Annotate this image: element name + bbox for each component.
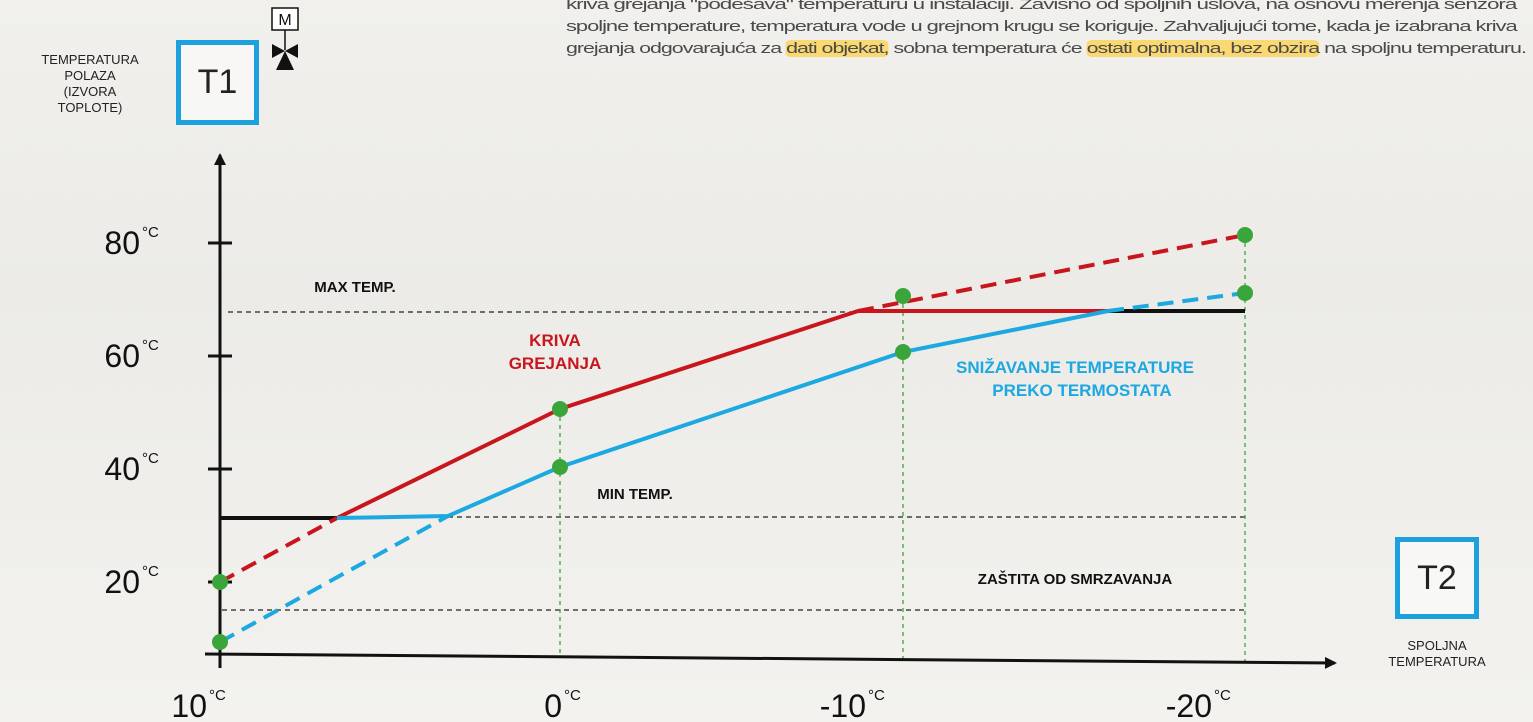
x-unit: °C bbox=[1214, 687, 1231, 704]
y-unit: °C bbox=[142, 337, 159, 354]
highlight: ostati optimalna, bez obzira bbox=[1087, 40, 1320, 57]
caption-line: TEMPERATURA bbox=[15, 52, 165, 68]
y-label: 40 bbox=[104, 451, 140, 487]
y-number: 80 bbox=[104, 225, 140, 261]
caption-line: SPOLJNA bbox=[1362, 638, 1512, 654]
description: kriva grejanja "podešava" temperaturu u … bbox=[566, 0, 1239, 60]
t2-box: T2 bbox=[1395, 537, 1479, 619]
reduced-dashed bbox=[1108, 293, 1245, 311]
x-axis bbox=[205, 654, 1335, 663]
max-label: MAX TEMP. bbox=[314, 279, 395, 296]
x-number: 10 bbox=[171, 688, 207, 722]
text: grejanja odgovarajuća za bbox=[566, 40, 786, 57]
x-unit: °C bbox=[564, 687, 581, 704]
y-label: 80 bbox=[104, 225, 140, 261]
caption-line: TEMPERATURA bbox=[1362, 654, 1512, 670]
reduced-dashed bbox=[220, 516, 448, 642]
x-unit: °C bbox=[209, 687, 226, 704]
y-number: 60 bbox=[104, 338, 140, 374]
reduced-curve bbox=[337, 311, 1108, 518]
t2-label: T2 bbox=[1417, 559, 1457, 598]
paragraph-line: grejanja odgovarajuća za dati objekat, s… bbox=[566, 38, 1526, 60]
y-labels: 80°C60°C40°C20°C bbox=[104, 224, 159, 600]
curve-label: KRIVA bbox=[529, 331, 581, 350]
y-number: 40 bbox=[104, 451, 140, 487]
caption-line: POLAZA bbox=[15, 68, 165, 84]
x-number: -10 bbox=[820, 688, 866, 722]
caption-line: TOPLOTE) bbox=[15, 100, 165, 116]
paragraph-line: spoljne temperature, temperatura vode u … bbox=[566, 16, 1533, 38]
thermostat-label: SNIŽAVANJE TEMPERATURE bbox=[956, 358, 1194, 377]
x-number: 0 bbox=[544, 688, 562, 722]
curve-dashed bbox=[220, 518, 337, 582]
t1-label: T1 bbox=[198, 63, 238, 102]
y-caption: TEMPERATURA POLAZA (IZVORA TOPLOTE) bbox=[15, 52, 165, 116]
y-unit: °C bbox=[142, 450, 159, 467]
thermostat-label: PREKO TERMOSTATA bbox=[992, 381, 1171, 400]
text: spoljne temperature, temperatura vode u … bbox=[566, 18, 1517, 35]
y-unit: °C bbox=[142, 563, 159, 580]
min-label: MIN TEMP. bbox=[597, 486, 673, 503]
text: kriva grejanja "podešava" temperaturu u … bbox=[566, 0, 1516, 13]
caption-line: (IZVORA bbox=[15, 84, 165, 100]
curve-label: GREJANJA bbox=[509, 354, 602, 373]
highlight: dati objekat, bbox=[786, 40, 888, 57]
y-label: 60 bbox=[104, 338, 140, 374]
x-caption: SPOLJNA TEMPERATURA bbox=[1362, 638, 1512, 670]
y-label: 20 bbox=[104, 564, 140, 600]
t1-box: T1 bbox=[176, 40, 259, 125]
valve-label: M bbox=[278, 12, 291, 29]
y-number: 20 bbox=[104, 564, 140, 600]
frost-label: ZAŠTITA OD SMRZAVANJA bbox=[978, 570, 1173, 588]
x-number: -20 bbox=[1166, 688, 1212, 722]
text: sobna temperatura će bbox=[889, 40, 1087, 57]
paragraph-line: kriva grejanja "podešava" temperaturu u … bbox=[566, 0, 1533, 16]
y-unit: °C bbox=[142, 224, 159, 241]
page: { "paragraph": [ [{"text": "kriva grejan… bbox=[0, 0, 1533, 722]
x-unit: °C bbox=[868, 687, 885, 704]
text: na spoljnu temperaturu. bbox=[1319, 40, 1526, 57]
